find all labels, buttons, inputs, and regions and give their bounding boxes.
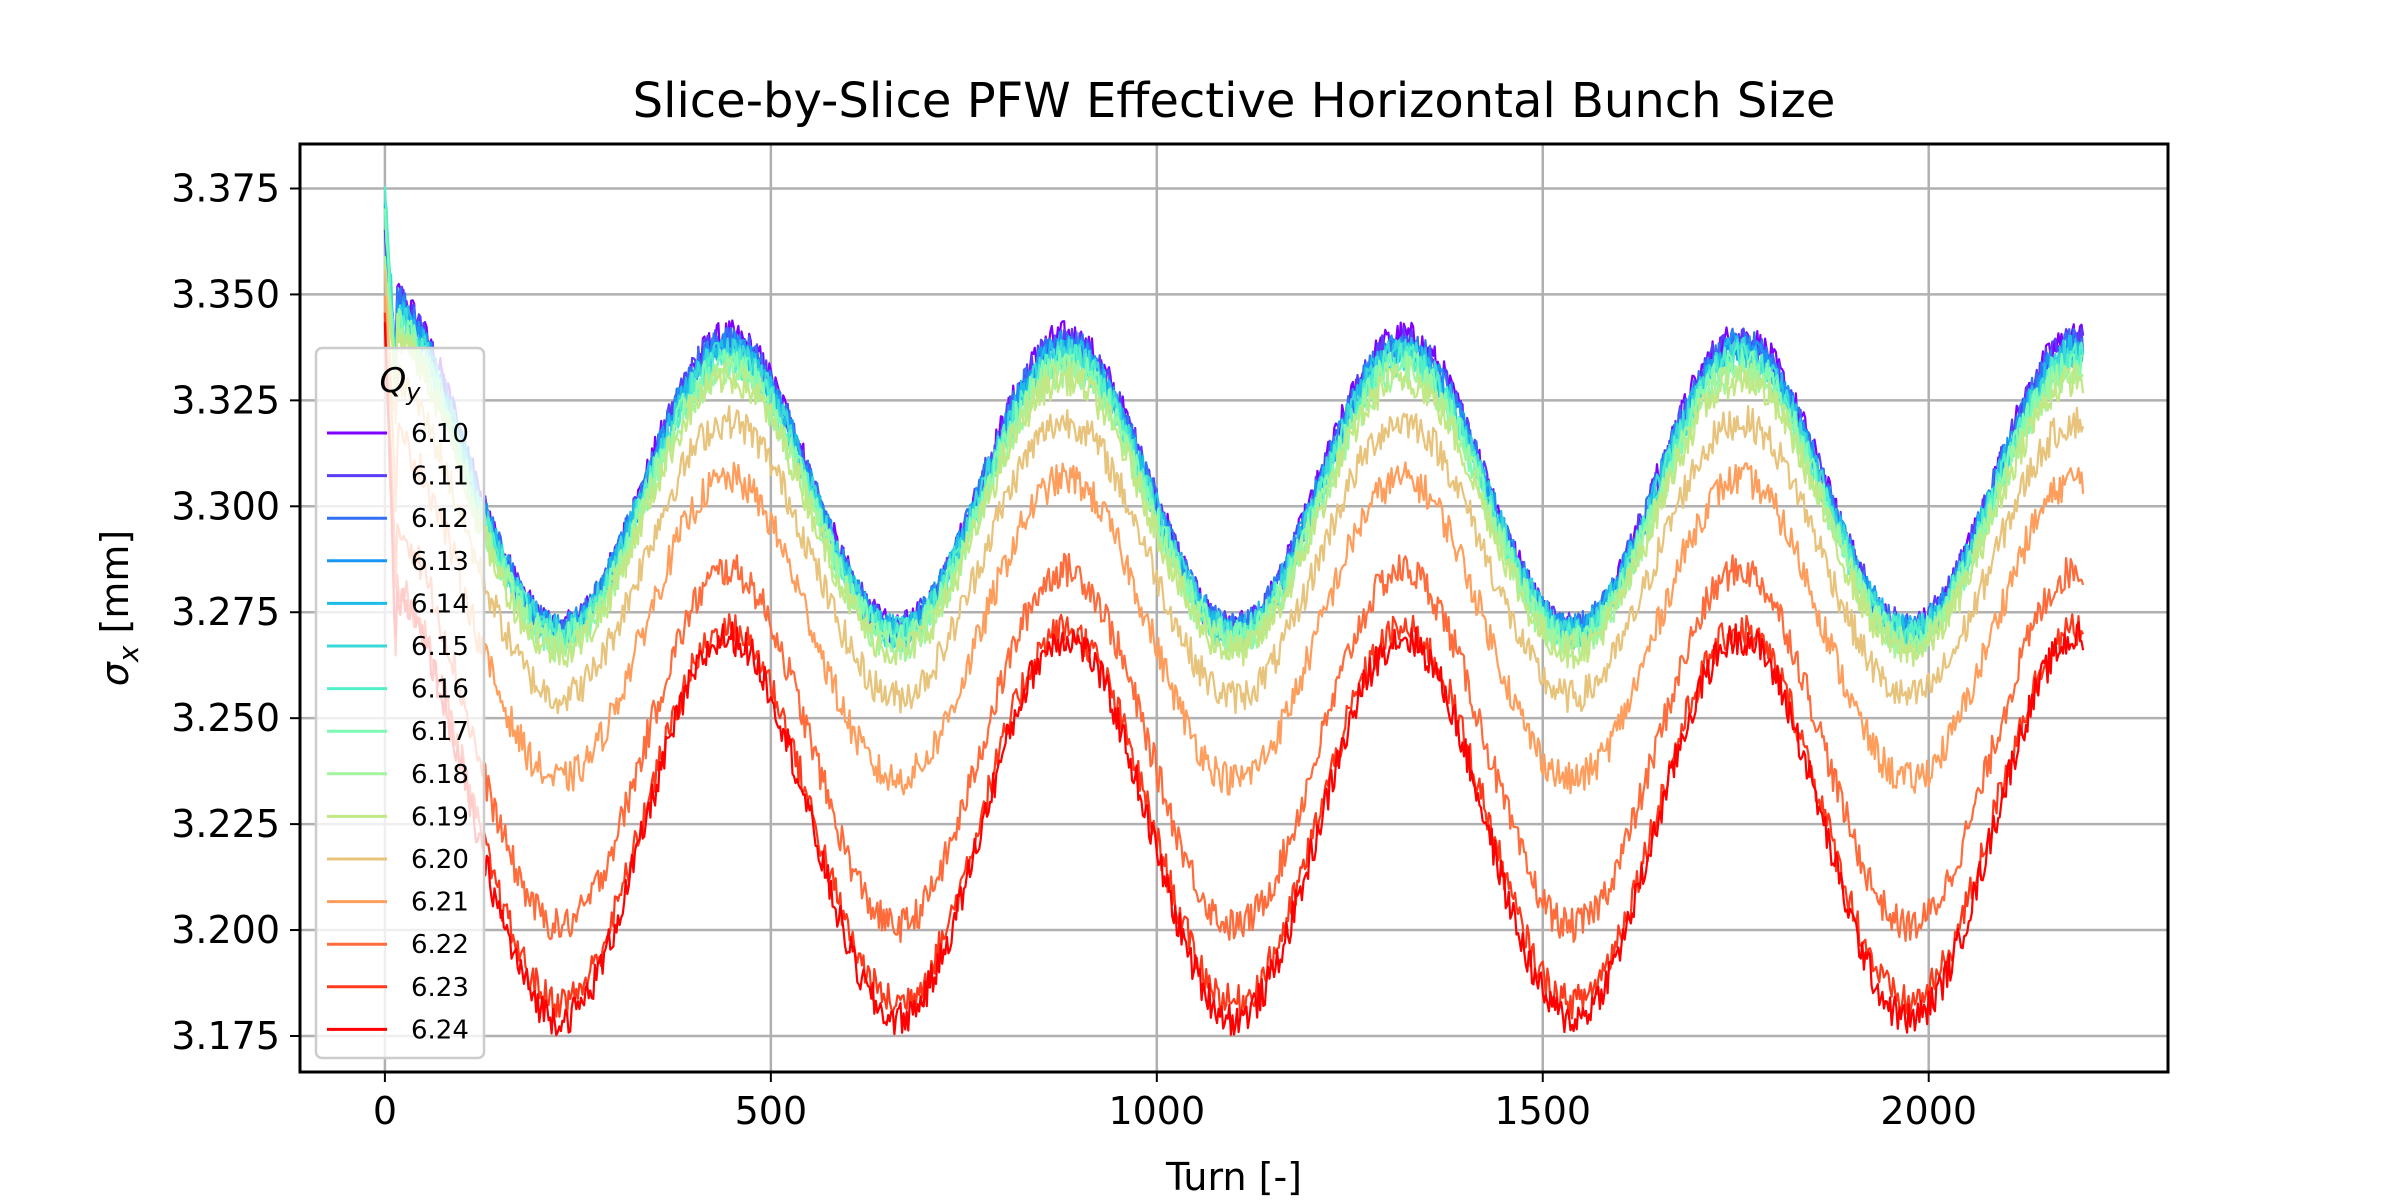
x-tick-label: 500 (735, 1089, 808, 1133)
legend-title-subscript: y (405, 378, 421, 406)
legend-label: 6.10 (411, 419, 469, 449)
legend: Qy 6.106.116.126.136.146.156.166.176.186… (314, 346, 486, 1060)
legend-title: Qy (380, 361, 422, 406)
legend-label: 6.17 (411, 717, 469, 747)
x-tick-label: 1500 (1494, 1089, 1591, 1133)
legend-label: 6.20 (411, 845, 469, 875)
y-axis-label-symbol: σ (93, 660, 137, 686)
y-tick-label: 3.225 (171, 802, 280, 846)
legend-label: 6.23 (411, 973, 469, 1003)
legend-label: 6.12 (411, 504, 469, 534)
legend-label: 6.11 (411, 462, 469, 492)
legend-title-symbol: Q (380, 361, 407, 401)
y-tick-label: 3.275 (171, 590, 280, 634)
x-tick-label: 2000 (1880, 1089, 1977, 1133)
y-tick-label: 3.200 (171, 908, 280, 952)
x-tick-label: 0 (373, 1089, 397, 1133)
series-layer (383, 185, 2085, 1037)
legend-label: 6.15 (411, 632, 469, 662)
legend-label: 6.21 (411, 888, 469, 918)
y-tick-label: 3.350 (171, 272, 280, 316)
series-line-6-22 (383, 312, 2085, 943)
ticks: 0 500 1000 1500 2000 3.175 3.200 3.225 3.250 3.27… (171, 166, 1977, 1133)
y-axis-label-subscript: x (112, 645, 145, 663)
legend-label: 6.14 (411, 589, 469, 619)
y-tick-label: 3.325 (171, 378, 280, 422)
series-line-6-24 (383, 322, 2085, 1037)
x-tick-label: 1000 (1108, 1089, 1205, 1133)
y-tick-label: 3.375 (171, 166, 280, 210)
series-line-6-23 (383, 312, 2085, 1020)
chart-title: Slice-by-Slice PFW Effective Horizontal … (633, 73, 1836, 129)
legend-label: 6.13 (411, 547, 469, 577)
legend-label: 6.24 (411, 1015, 469, 1045)
y-axis-label-unit: [mm] (93, 530, 137, 646)
y-tick-label: 3.300 (171, 484, 280, 528)
legend-items: 6.10 6.11 6.12 6.13 6.14 6.15 6.16 6.17 6.18 6.19… (327, 419, 469, 1045)
series-line-6-20 (383, 270, 2085, 715)
y-tick-label: 3.250 (171, 696, 280, 740)
y-tick-label: 3.175 (171, 1014, 280, 1058)
y-axis-label: σx [mm] (93, 530, 145, 686)
legend-box (314, 346, 486, 1060)
x-axis-label: Turn [-] (1165, 1155, 1302, 1199)
series-line-6-21 (383, 295, 2085, 796)
plot-frame (298, 142, 2170, 1074)
legend-label: 6.22 (411, 930, 469, 960)
series-line-6-19 (383, 264, 2085, 669)
legend-label: 6.19 (411, 802, 469, 832)
legend-label: 6.18 (411, 760, 469, 790)
legend-label: 6.16 (411, 675, 469, 705)
